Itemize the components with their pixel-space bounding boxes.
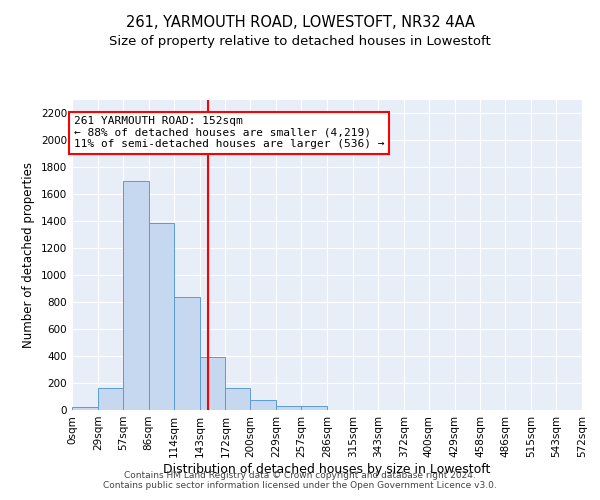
Bar — [123, 181, 149, 410]
Bar — [173, 298, 199, 410]
Bar — [199, 358, 226, 410]
Bar — [226, 388, 250, 410]
Bar — [72, 408, 98, 410]
Text: Size of property relative to detached houses in Lowestoft: Size of property relative to detached ho… — [109, 35, 491, 48]
Bar — [149, 222, 173, 410]
Text: Contains HM Land Registry data © Crown copyright and database right 2024.
Contai: Contains HM Land Registry data © Crown c… — [103, 470, 497, 490]
Text: 261 YARMOUTH ROAD: 152sqm
← 88% of detached houses are smaller (4,219)
11% of se: 261 YARMOUTH ROAD: 152sqm ← 88% of detac… — [74, 116, 384, 150]
Bar — [301, 406, 327, 410]
Bar — [276, 406, 301, 410]
X-axis label: Distribution of detached houses by size in Lowestoft: Distribution of detached houses by size … — [163, 462, 491, 475]
Bar — [250, 400, 276, 410]
Y-axis label: Number of detached properties: Number of detached properties — [22, 162, 35, 348]
Text: 261, YARMOUTH ROAD, LOWESTOFT, NR32 4AA: 261, YARMOUTH ROAD, LOWESTOFT, NR32 4AA — [125, 15, 475, 30]
Bar — [98, 388, 123, 410]
